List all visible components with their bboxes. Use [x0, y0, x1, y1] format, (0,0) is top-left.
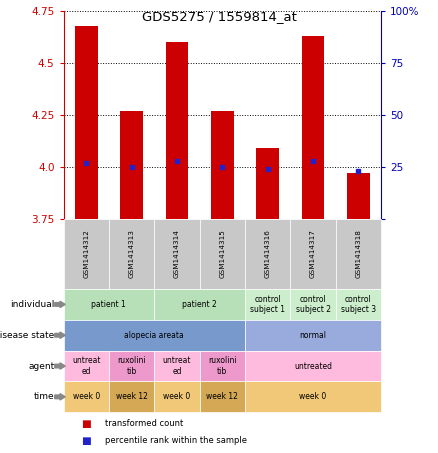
Text: percentile rank within the sample: percentile rank within the sample: [105, 436, 247, 445]
Text: week 0: week 0: [300, 392, 327, 401]
Text: control
subject 3: control subject 3: [341, 295, 376, 314]
Text: ■: ■: [81, 419, 91, 429]
Bar: [166, 43, 188, 219]
Text: GSM1414315: GSM1414315: [219, 230, 225, 278]
Text: GSM1414318: GSM1414318: [355, 230, 361, 278]
Text: week 0: week 0: [73, 392, 100, 401]
Text: untreated: untreated: [294, 361, 332, 371]
Bar: [347, 173, 370, 219]
Text: individual: individual: [11, 300, 55, 309]
Text: patient 2: patient 2: [182, 300, 217, 309]
Text: ruxolini
tib: ruxolini tib: [208, 357, 237, 376]
Text: GSM1414313: GSM1414313: [129, 230, 134, 278]
Text: untreat
ed: untreat ed: [162, 357, 191, 376]
Text: control
subject 1: control subject 1: [250, 295, 285, 314]
Text: week 12: week 12: [116, 392, 148, 401]
Text: ruxolini
tib: ruxolini tib: [117, 357, 146, 376]
Text: alopecia areata: alopecia areata: [124, 331, 184, 340]
Text: week 0: week 0: [163, 392, 191, 401]
Text: week 12: week 12: [206, 392, 238, 401]
Text: control
subject 2: control subject 2: [296, 295, 331, 314]
Text: agent: agent: [28, 361, 55, 371]
Text: GSM1414312: GSM1414312: [83, 230, 89, 278]
Text: disease state: disease state: [0, 331, 55, 340]
Text: untreat
ed: untreat ed: [72, 357, 100, 376]
Text: GSM1414316: GSM1414316: [265, 230, 271, 278]
Text: patient 1: patient 1: [92, 300, 126, 309]
Text: ■: ■: [81, 436, 91, 446]
Text: normal: normal: [300, 331, 326, 340]
Text: GSM1414314: GSM1414314: [174, 230, 180, 278]
Bar: [120, 111, 143, 219]
Text: GSM1414317: GSM1414317: [310, 230, 316, 278]
Text: transformed count: transformed count: [105, 419, 184, 428]
Bar: [302, 36, 325, 219]
Text: time: time: [34, 392, 55, 401]
Text: GDS5275 / 1559814_at: GDS5275 / 1559814_at: [141, 10, 297, 23]
Bar: [75, 26, 98, 219]
Bar: [256, 148, 279, 219]
Bar: [211, 111, 233, 219]
